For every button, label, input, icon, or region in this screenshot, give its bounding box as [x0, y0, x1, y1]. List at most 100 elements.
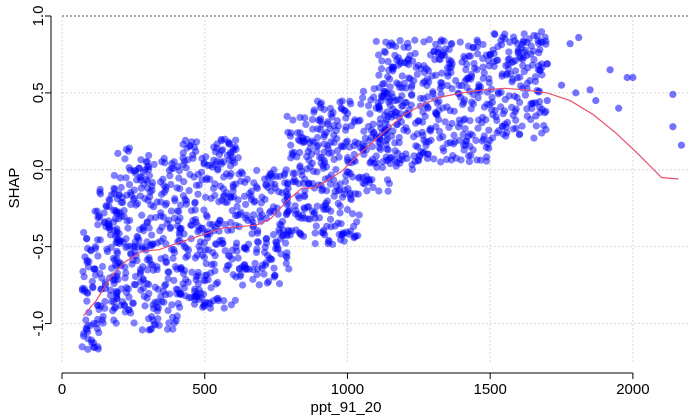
- data-point: [216, 217, 224, 225]
- data-point: [359, 94, 367, 102]
- data-point: [89, 284, 97, 292]
- data-point: [105, 195, 113, 204]
- data-point: [125, 293, 133, 301]
- data-point: [226, 150, 234, 158]
- data-point: [305, 180, 313, 188]
- data-point: [293, 129, 302, 137]
- data-point: [310, 108, 318, 116]
- data-point: [586, 86, 594, 94]
- data-point: [384, 73, 392, 81]
- data-point: [538, 63, 546, 71]
- data-point: [124, 224, 132, 232]
- data-point: [521, 91, 530, 99]
- data-point: [535, 39, 543, 47]
- data-point: [138, 242, 146, 251]
- data-point: [106, 225, 114, 234]
- data-point: [100, 209, 108, 217]
- data-point: [538, 71, 546, 79]
- data-point: [464, 42, 473, 50]
- data-point: [337, 220, 345, 228]
- data-point: [220, 191, 228, 199]
- data-point: [418, 128, 426, 136]
- data-point: [182, 276, 190, 284]
- data-point: [220, 304, 228, 312]
- data-point: [204, 161, 212, 170]
- data-point: [322, 187, 331, 195]
- data-point: [372, 37, 380, 45]
- data-point: [321, 231, 329, 239]
- data-point: [404, 39, 412, 47]
- data-point: [327, 138, 335, 146]
- data-point: [158, 223, 166, 231]
- data-point: [317, 103, 325, 112]
- data-point: [330, 122, 338, 130]
- data-point: [278, 217, 287, 225]
- data-point: [234, 254, 242, 262]
- data-point: [242, 200, 250, 209]
- data-point: [507, 59, 516, 67]
- data-point: [316, 126, 325, 134]
- data-point: [364, 102, 373, 110]
- data-point: [478, 137, 486, 145]
- data-point: [136, 225, 144, 234]
- data-point: [422, 142, 430, 150]
- x-tick-label: 2000: [616, 381, 649, 398]
- data-point: [300, 191, 308, 199]
- data-point: [215, 198, 223, 206]
- data-point: [188, 221, 196, 229]
- data-point: [185, 186, 193, 195]
- data-point: [465, 158, 473, 166]
- data-point: [80, 228, 88, 237]
- data-point: [501, 35, 509, 43]
- data-point: [328, 113, 336, 121]
- data-point: [298, 211, 307, 219]
- data-point: [194, 190, 202, 198]
- data-point: [201, 271, 209, 280]
- data-point: [78, 343, 86, 351]
- data-point: [411, 158, 419, 166]
- data-point: [300, 204, 308, 212]
- data-point: [163, 325, 172, 333]
- data-point: [285, 265, 293, 273]
- data-point: [494, 56, 502, 64]
- data-point: [261, 248, 269, 256]
- data-point: [194, 228, 202, 236]
- data-point: [461, 125, 469, 133]
- data-point: [141, 194, 149, 203]
- data-point: [313, 147, 321, 156]
- data-point: [110, 189, 118, 198]
- data-point: [526, 76, 534, 85]
- data-point: [138, 326, 146, 334]
- data-point: [311, 229, 319, 237]
- data-point: [232, 243, 240, 251]
- data-point: [492, 113, 500, 121]
- data-point: [84, 345, 92, 353]
- data-point: [542, 125, 550, 134]
- data-point: [223, 198, 231, 206]
- data-point: [200, 206, 208, 214]
- data-point: [529, 47, 537, 55]
- data-point: [532, 112, 540, 120]
- data-point: [271, 184, 279, 192]
- data-point: [186, 142, 194, 150]
- data-point: [263, 279, 271, 287]
- data-point: [180, 266, 189, 274]
- data-point: [130, 319, 138, 327]
- data-point: [129, 299, 137, 308]
- smooth-line: [82, 87, 679, 317]
- data-point: [277, 235, 285, 243]
- data-point: [186, 170, 194, 179]
- data-point: [340, 142, 348, 151]
- data-point: [375, 187, 383, 195]
- data-point: [145, 151, 153, 160]
- data-point: [163, 219, 171, 228]
- data-point: [161, 291, 170, 299]
- data-point: [169, 254, 177, 262]
- data-point: [168, 160, 176, 168]
- data-point: [234, 154, 242, 162]
- data-point: [350, 234, 358, 242]
- data-point: [353, 218, 361, 226]
- data-point: [509, 125, 517, 133]
- data-point: [452, 76, 460, 85]
- data-point: [460, 141, 468, 149]
